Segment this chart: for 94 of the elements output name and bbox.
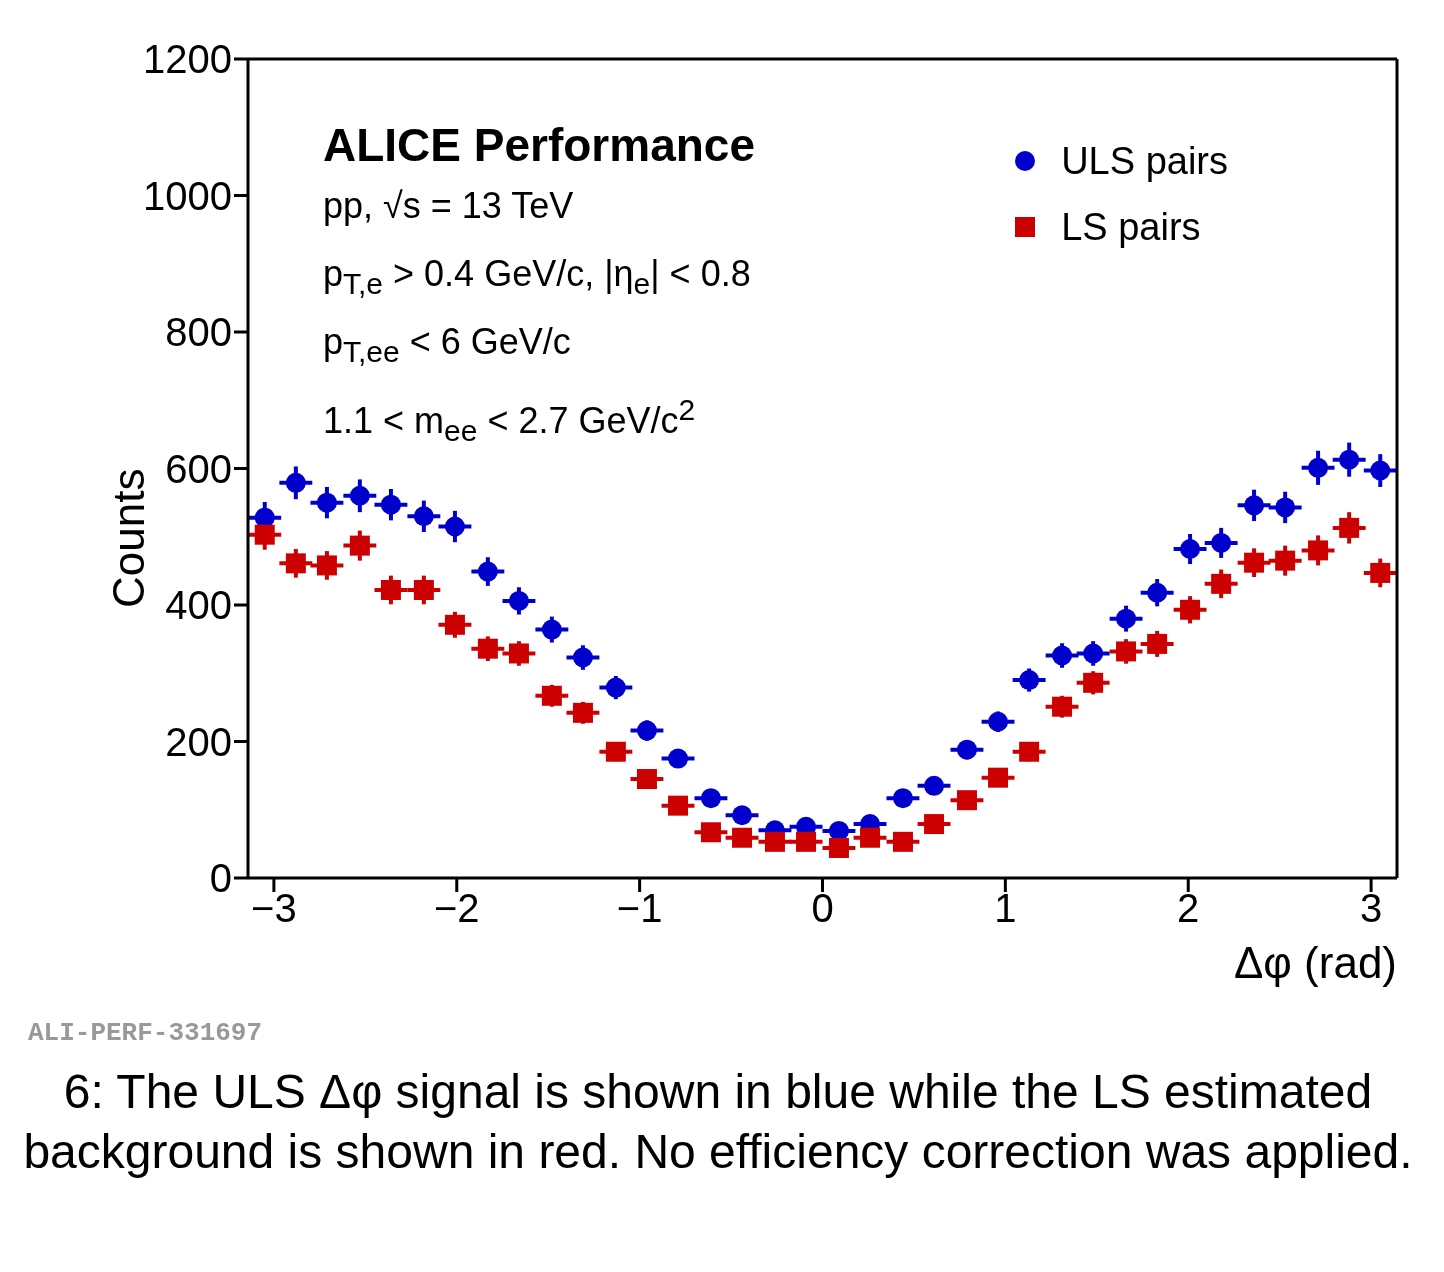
- point: [1339, 449, 1360, 470]
- legend-label: LS pairs: [1061, 205, 1201, 250]
- point: [636, 769, 657, 790]
- point: [1308, 457, 1329, 478]
- point: [444, 614, 465, 635]
- annotation: p$_{T,ee}$ < 6 GeV/c: [323, 320, 572, 371]
- point: [1244, 552, 1265, 573]
- point: [444, 516, 465, 537]
- point: [1116, 641, 1137, 662]
- point: [1116, 608, 1137, 629]
- x-tick-label: −3: [251, 886, 297, 931]
- point: [1180, 599, 1201, 620]
- point: [1147, 633, 1168, 654]
- point: [636, 720, 657, 741]
- point: [1019, 741, 1040, 762]
- y-tick-label: 0: [209, 856, 232, 901]
- y-tick-label: 200: [165, 719, 232, 764]
- point: [892, 788, 913, 809]
- point: [316, 555, 337, 576]
- point: [477, 561, 498, 582]
- annotation: 1.1 < m$_{ee}$ < 2.7 GeV/c$^{2}$: [323, 392, 697, 450]
- point: [700, 822, 721, 843]
- point: [380, 579, 401, 600]
- point: [413, 579, 434, 600]
- point: [349, 535, 370, 556]
- point: [1275, 550, 1296, 571]
- point: [1083, 643, 1104, 664]
- x-axis-title: Δφ (rad): [1233, 938, 1397, 987]
- point: [924, 814, 945, 835]
- point: [605, 677, 626, 698]
- point: [1052, 696, 1073, 717]
- x-tick-label: 1: [994, 886, 1017, 931]
- text: ALICE Performance: [323, 118, 756, 172]
- point: [668, 748, 689, 769]
- point: [732, 805, 753, 826]
- y-tick-label: 1200: [143, 37, 232, 82]
- point: [1052, 645, 1073, 666]
- point: [1211, 573, 1232, 594]
- annotation: p$_{T,e}$ > 0.4 GeV/c, |η$_{e}$| < 0.8: [323, 252, 752, 303]
- point: [1370, 562, 1391, 583]
- point: [1083, 672, 1104, 693]
- point: [988, 711, 1009, 732]
- point: [572, 647, 593, 668]
- point: [572, 702, 593, 723]
- point: [732, 827, 753, 848]
- y-tick-label: 400: [165, 583, 232, 628]
- point: [508, 590, 529, 611]
- y-tick-label: 600: [165, 446, 232, 491]
- point: [828, 820, 849, 841]
- point: [254, 524, 275, 545]
- text: ALI-PERF-331697: [28, 1018, 264, 1048]
- x-tick-label: −2: [433, 886, 480, 931]
- point: [700, 788, 721, 809]
- point: [1339, 517, 1360, 538]
- x-tick-label: 2: [1177, 886, 1200, 931]
- point: [988, 767, 1009, 788]
- annotation: pp, √s = 13 TeV: [323, 184, 575, 228]
- point: [349, 485, 370, 506]
- point: [413, 506, 434, 527]
- point: [668, 795, 689, 816]
- point: [285, 553, 306, 574]
- point: [892, 831, 913, 852]
- point: [956, 739, 977, 760]
- point: [1147, 582, 1168, 603]
- y-tick-label: 1000: [143, 173, 232, 218]
- x-tick-label: −1: [616, 886, 663, 931]
- point: [1019, 670, 1040, 691]
- point: [828, 837, 849, 858]
- point: [541, 685, 562, 706]
- point: [1211, 532, 1232, 553]
- point: [1180, 539, 1201, 560]
- point: [605, 741, 626, 762]
- point: [1370, 460, 1391, 481]
- point: [1308, 540, 1329, 561]
- point: [541, 619, 562, 640]
- point: [508, 643, 529, 664]
- point: [924, 775, 945, 796]
- point: [380, 494, 401, 515]
- x-tick-label: 0: [811, 886, 834, 931]
- y-axis-title: Counts: [103, 468, 153, 608]
- y-tick-label: 800: [165, 310, 232, 355]
- legend-label: ULS pairs: [1061, 139, 1228, 184]
- point: [796, 831, 817, 852]
- point: [254, 507, 275, 528]
- point: [285, 472, 306, 493]
- point: [316, 492, 337, 513]
- point: [956, 790, 977, 811]
- point: [1244, 495, 1265, 516]
- point: [764, 831, 785, 852]
- text: 6: The ULS Δφ signal is shown in blue while the LS estimated background is shown in red. No efficiency correction was applied.: [22, 1064, 1414, 1180]
- point: [860, 827, 881, 848]
- point: [477, 638, 498, 659]
- x-tick-label: 3: [1359, 886, 1383, 931]
- point: [1275, 497, 1296, 518]
